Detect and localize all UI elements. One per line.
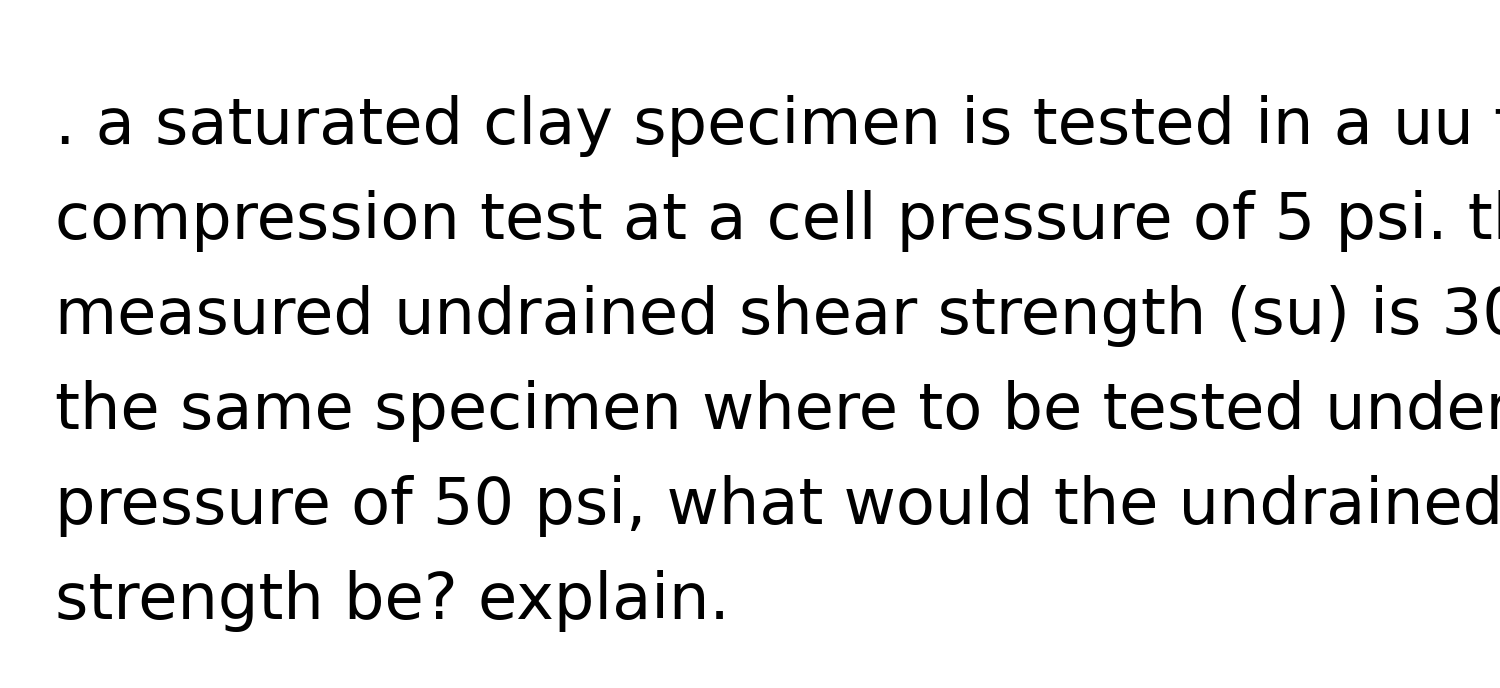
Text: strength be? explain.: strength be? explain. [56,570,729,632]
Text: compression test at a cell pressure of 5 psi. the: compression test at a cell pressure of 5… [56,190,1500,252]
Text: pressure of 50 psi, what would the undrained shear: pressure of 50 psi, what would the undra… [56,475,1500,537]
Text: the same specimen where to be tested under cell a: the same specimen where to be tested und… [56,380,1500,442]
Text: measured undrained shear strength (su) is 30 psi. if: measured undrained shear strength (su) i… [56,285,1500,347]
Text: . a saturated clay specimen is tested in a uu triaxial: . a saturated clay specimen is tested in… [56,95,1500,157]
